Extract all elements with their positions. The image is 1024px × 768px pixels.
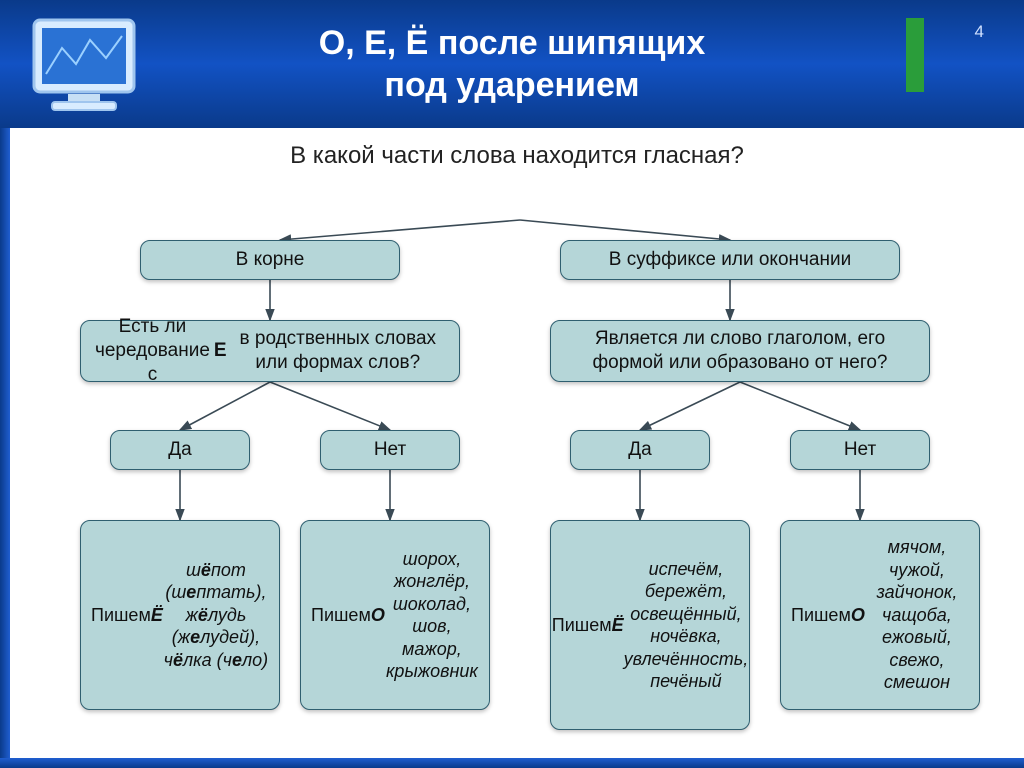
left-rail [0, 128, 10, 768]
subtitle: В какой части слова находится гласная? [20, 142, 1014, 170]
title-line-2: под ударением [384, 66, 639, 104]
node-leaf1: Пишем Ёшёпот (шептать),жёлудь (желудей),… [80, 520, 280, 710]
title-line-1: О, Е, Ё после шипящих [319, 24, 705, 62]
flowchart: В корне В суффиксе или окончании Есть ли ч… [20, 170, 1014, 730]
monitor-icon [28, 14, 140, 116]
node-no-l: Нет [320, 430, 460, 470]
node-no-r: Нет [790, 430, 930, 470]
node-root-right: В суффиксе или окончании [560, 240, 900, 280]
slide-number: 4 [975, 22, 984, 42]
node-q-right: Является ли слово глаголом, его формой и… [550, 320, 930, 382]
node-yes-r: Да [570, 430, 710, 470]
bottom-rail [0, 758, 1024, 768]
node-q-left: Есть ли чередование с Е в родственных сл… [80, 320, 460, 382]
node-leaf3: Пишем Ёиспечём,бережёт,освещённый,ночёвк… [550, 520, 750, 730]
slide-title: О, Е, Ё после шипящих под ударением [319, 22, 705, 107]
node-root-left: В корне [140, 240, 400, 280]
slide-header: 4 О, Е, Ё после шипящих под ударением [0, 0, 1024, 128]
node-leaf2: Пишем Ошорох,жонглёр,шоколад, шов,мажор,… [300, 520, 490, 710]
node-yes-l: Да [110, 430, 250, 470]
content-area: В какой части слова находится гласная? В… [20, 128, 1014, 758]
accent-bar [906, 18, 924, 92]
node-leaf4: Пишем Омячом, чужой,зайчонок,чащоба,ежов… [780, 520, 980, 710]
